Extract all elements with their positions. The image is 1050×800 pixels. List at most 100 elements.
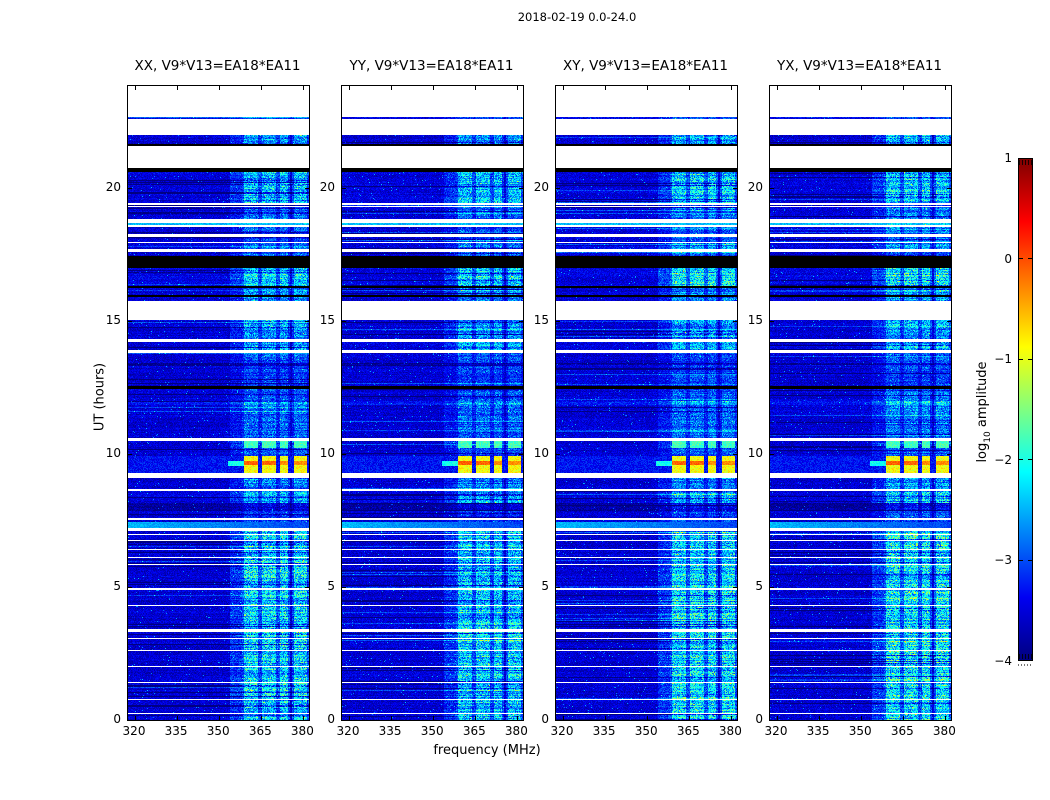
- x-tick-mark: [348, 716, 350, 720]
- x-tick-mark: [860, 86, 862, 90]
- x-tick-mark: [944, 716, 946, 720]
- x-tick-mark: [474, 86, 476, 90]
- y-tick-label: 15: [533, 313, 549, 328]
- x-tick-label: 350: [206, 724, 230, 738]
- colorbar-tick-label: −3: [994, 553, 1012, 568]
- x-tick-label: 380: [504, 724, 528, 738]
- panel-title-xx: XX, V9*V13=EA18*EA11: [134, 58, 301, 74]
- x-tick-mark: [218, 86, 220, 90]
- x-tick-mark: [176, 86, 178, 90]
- colorbar-tick-label: 0: [1004, 251, 1012, 266]
- x-tick-label: 320: [550, 724, 574, 738]
- panel-title-yx: YX, V9*V13=EA18*EA11: [776, 58, 943, 74]
- colorbar-label-main: log: [975, 442, 991, 463]
- x-tick-label: 335: [592, 724, 616, 738]
- x-tick-mark: [562, 716, 564, 720]
- y-tick-mark: [733, 320, 737, 322]
- y-tick-mark: [770, 187, 774, 189]
- y-tick-mark: [128, 187, 132, 189]
- y-tick-mark: [519, 453, 523, 455]
- x-tick-mark: [604, 86, 606, 90]
- x-tick-mark: [818, 86, 820, 90]
- colorbar-tick-label: 1: [1004, 151, 1012, 165]
- y-tick-mark: [305, 586, 309, 588]
- x-tick-label: 380: [718, 724, 742, 738]
- y-tick-mark: [947, 719, 951, 721]
- panel-title-xy: XY, V9*V13=EA18*EA11: [562, 58, 729, 74]
- x-tick-mark: [776, 716, 778, 720]
- y-tick-mark: [519, 586, 523, 588]
- y-tick-label: 10: [747, 446, 763, 461]
- y-tick-mark: [128, 453, 132, 455]
- x-tick-mark: [688, 86, 690, 90]
- y-tick-mark: [519, 187, 523, 189]
- y-tick-mark: [556, 453, 560, 455]
- x-tick-mark: [902, 716, 904, 720]
- x-tick-mark: [348, 86, 350, 90]
- x-tick-mark: [176, 716, 178, 720]
- x-tick-label: 350: [420, 724, 444, 738]
- colorbar-label-sub: 10: [982, 431, 993, 443]
- x-tick-label: 350: [634, 724, 658, 738]
- y-tick-label: 20: [747, 180, 763, 195]
- x-tick-label: 380: [290, 724, 314, 738]
- colorbar-top-hatch: [1019, 160, 1032, 165]
- y-tick-mark: [342, 719, 346, 721]
- spectrogram-canvas-yx: [770, 86, 951, 720]
- x-tick-mark: [134, 716, 136, 720]
- colorbar-label-rest: amplitude: [975, 361, 991, 432]
- y-tick-label: 0: [755, 712, 763, 726]
- x-tick-mark: [776, 86, 778, 90]
- colorbar-tick-dash: [1019, 559, 1023, 561]
- x-tick-mark: [516, 86, 518, 90]
- y-tick-label: 10: [105, 446, 121, 461]
- spectrogram-panel-yy: [341, 85, 524, 721]
- y-tick-mark: [305, 719, 309, 721]
- y-tick-mark: [519, 320, 523, 322]
- y-tick-mark: [556, 320, 560, 322]
- x-tick-mark: [432, 716, 434, 720]
- y-tick-mark: [947, 586, 951, 588]
- x-tick-mark: [860, 716, 862, 720]
- colorbar-extend-dots: [1018, 664, 1033, 666]
- y-tick-mark: [770, 320, 774, 322]
- y-tick-mark: [947, 320, 951, 322]
- y-tick-mark: [342, 586, 346, 588]
- x-tick-mark: [302, 86, 304, 90]
- colorbar-tick-dash: [1019, 358, 1023, 360]
- y-tick-mark: [342, 187, 346, 189]
- y-tick-label: 0: [327, 712, 335, 726]
- spectrogram-canvas-xx: [128, 86, 309, 720]
- x-tick-mark: [134, 86, 136, 90]
- x-tick-label: 365: [248, 724, 272, 738]
- x-tick-mark: [730, 86, 732, 90]
- colorbar-tick-dash: [1019, 258, 1023, 260]
- x-tick-label: 380: [932, 724, 956, 738]
- y-tick-label: 10: [319, 446, 335, 461]
- x-tick-mark: [260, 716, 262, 720]
- x-tick-mark: [562, 86, 564, 90]
- y-tick-mark: [770, 586, 774, 588]
- y-tick-mark: [556, 719, 560, 721]
- y-tick-mark: [733, 453, 737, 455]
- y-tick-mark: [342, 320, 346, 322]
- x-tick-mark: [944, 86, 946, 90]
- colorbar-tick-dash: [1028, 358, 1032, 360]
- y-tick-label: 15: [105, 313, 121, 328]
- x-tick-mark: [646, 86, 648, 90]
- x-tick-label: 335: [164, 724, 188, 738]
- spectrogram-canvas-xy: [556, 86, 737, 720]
- spectrogram-canvas-yy: [342, 86, 523, 720]
- x-tick-mark: [218, 716, 220, 720]
- x-tick-mark: [902, 86, 904, 90]
- spectrogram-panel-xy: [555, 85, 738, 721]
- y-tick-label: 5: [755, 579, 763, 594]
- colorbar-bottom-hatch: [1019, 654, 1032, 659]
- x-tick-label: 320: [764, 724, 788, 738]
- y-tick-mark: [733, 586, 737, 588]
- y-tick-label: 10: [533, 446, 549, 461]
- colorbar-gradient: [1018, 158, 1033, 661]
- colorbar-label: log10 amplitude: [975, 361, 993, 462]
- panel-title-yy: YY, V9*V13=EA18*EA11: [349, 58, 514, 74]
- x-tick-label: 320: [122, 724, 146, 738]
